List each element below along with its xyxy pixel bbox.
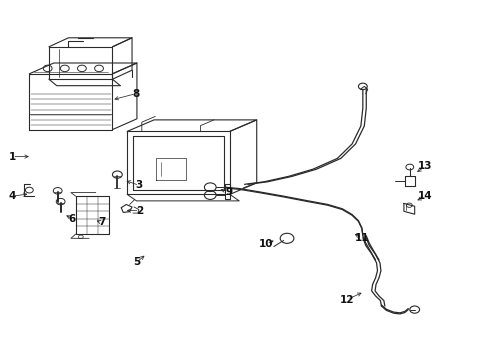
Text: 2: 2 <box>136 206 142 216</box>
Text: 4: 4 <box>8 191 16 201</box>
Text: 1: 1 <box>9 152 16 162</box>
Text: 9: 9 <box>225 186 232 197</box>
Text: 13: 13 <box>417 161 432 171</box>
Text: 6: 6 <box>69 213 76 224</box>
Text: 8: 8 <box>132 89 139 99</box>
Text: 11: 11 <box>354 233 368 243</box>
Text: 14: 14 <box>417 191 432 201</box>
Text: 3: 3 <box>136 180 142 190</box>
Text: 7: 7 <box>98 217 105 228</box>
Text: 12: 12 <box>339 294 354 305</box>
Text: 5: 5 <box>133 257 140 267</box>
Text: 10: 10 <box>259 239 273 249</box>
